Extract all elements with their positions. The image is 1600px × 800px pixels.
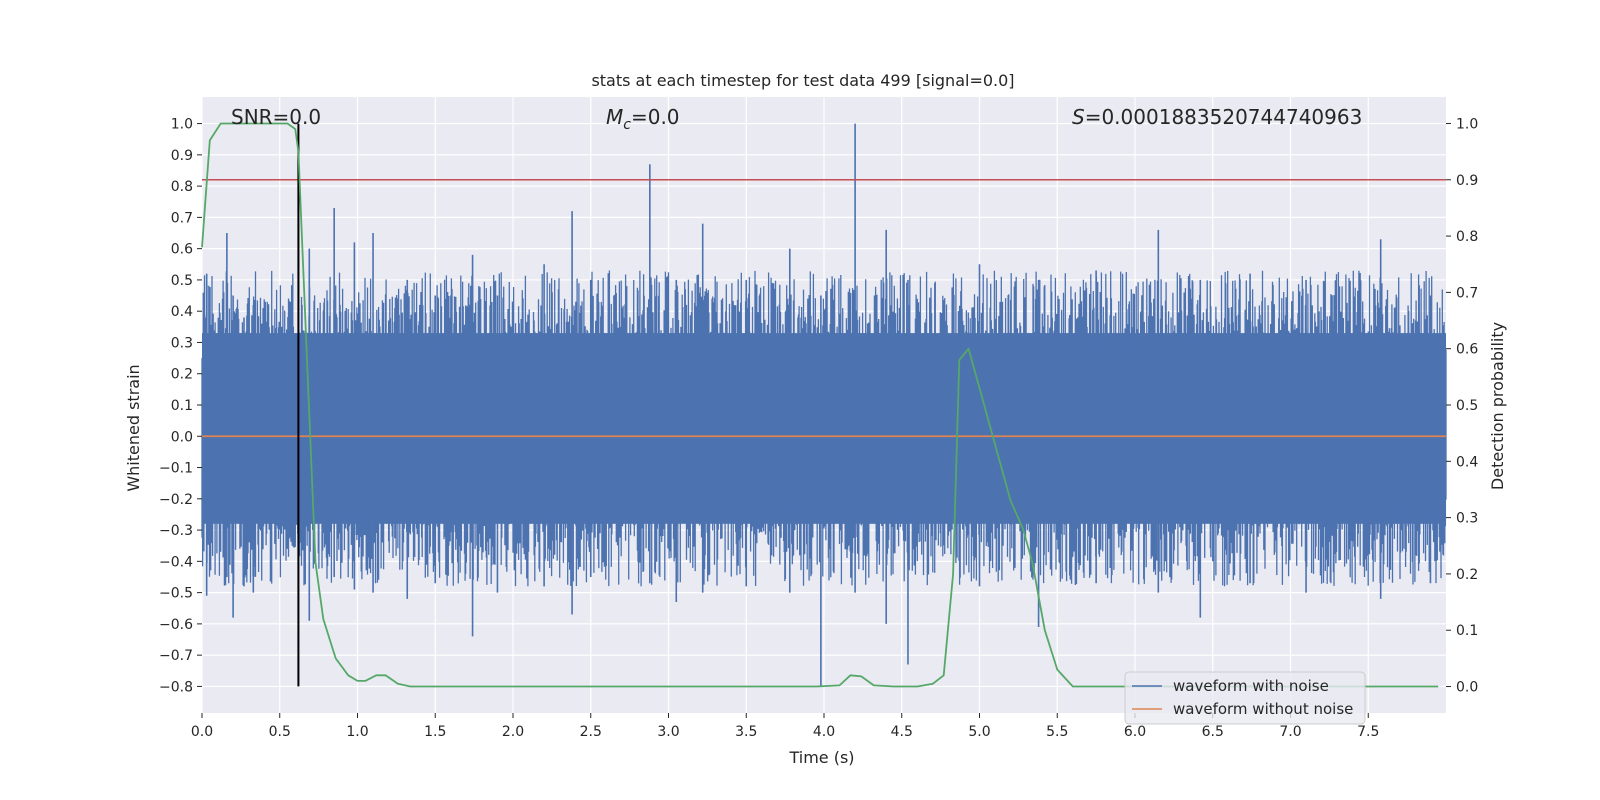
chart-title: stats at each timestep for test data 499… xyxy=(591,71,1014,90)
y-left-tick-label: 0.6 xyxy=(171,242,193,258)
y-left-tick-label: −0.6 xyxy=(159,617,193,633)
x-tick-label: 7.5 xyxy=(1357,724,1379,740)
y-left-tick-label: 0.5 xyxy=(171,273,193,289)
detection-probability-curve xyxy=(201,122,1439,688)
y-right-tick-label: 0.5 xyxy=(1456,398,1478,414)
y-right-tick-label: 0.4 xyxy=(1456,454,1478,470)
legend-box xyxy=(1124,671,1366,725)
y-right-tick-label: 0.2 xyxy=(1456,567,1478,583)
x-tick-label: 4.0 xyxy=(813,724,835,740)
axes: 0.0 0.5 1.0 1.5 2.0 2.5 3.0 3.5 4.0 4.5 5.0 5.5 6.0 6… xyxy=(159,116,1478,740)
y-left-tick-label: 0.1 xyxy=(171,398,193,414)
x-tick-label: 5.0 xyxy=(968,724,990,740)
x-tick-label: 3.0 xyxy=(657,724,679,740)
legend-label-clean: waveform without noise xyxy=(1173,700,1353,718)
y-right-tick-label: 0.3 xyxy=(1456,511,1478,527)
x-tick-label: 7.0 xyxy=(1279,724,1301,740)
y-right-tick-label: 0.6 xyxy=(1456,342,1478,358)
x-tick-label: 0.0 xyxy=(191,724,213,740)
y-left-tick-label: 0.7 xyxy=(171,210,193,226)
y-left-tick-label: −0.1 xyxy=(159,461,193,477)
snr-annotation: SNR=0.0 xyxy=(231,105,321,129)
x-tick-label: 4.5 xyxy=(891,724,913,740)
y-right-tick-label: 0.8 xyxy=(1456,229,1478,245)
s-value: =0.0001883520744740963 xyxy=(1085,105,1363,129)
x-axis-label: Time (s) xyxy=(788,748,854,767)
x-tick-label: 1.0 xyxy=(346,724,368,740)
x-tick-label: 6.0 xyxy=(1124,724,1146,740)
x-tick-label: 5.5 xyxy=(1046,724,1068,740)
y-left-tick-label: −0.7 xyxy=(159,648,193,664)
x-tick-label: 3.5 xyxy=(735,724,757,740)
probability-line xyxy=(201,122,1439,688)
y-right-tick-label: 0.9 xyxy=(1456,173,1478,189)
mc-subscript: c xyxy=(623,117,631,133)
x-tick-label: 2.0 xyxy=(502,724,524,740)
mc-symbol: M xyxy=(606,105,623,129)
x-tick-label: 2.5 xyxy=(580,724,602,740)
y-left-tick-label: −0.2 xyxy=(159,492,193,508)
y-left-tick-label: 0.9 xyxy=(171,148,193,164)
y-left-tick-label: −0.4 xyxy=(159,554,193,570)
x-tick-label: 6.5 xyxy=(1202,724,1224,740)
s-symbol: S xyxy=(1072,105,1085,129)
y-left-tick-label: −0.3 xyxy=(159,523,193,539)
y-left-tick-label: 0.3 xyxy=(171,335,193,351)
legend-label-noisy: waveform with noise xyxy=(1173,677,1329,695)
y-right-tick-label: 0.7 xyxy=(1456,285,1478,301)
y-left-tick-label: 0.8 xyxy=(171,179,193,195)
y-right-tick-label: 0.1 xyxy=(1456,623,1478,639)
y-axis-right-label: Detection probability xyxy=(1488,322,1507,490)
y-left-tick-label: 1.0 xyxy=(171,117,193,133)
s-annotation: S=0.0001883520744740963 xyxy=(1072,105,1362,129)
x-tick-label: 1.5 xyxy=(424,724,446,740)
y-left-tick-label: 0.0 xyxy=(171,429,193,445)
mc-value: =0.0 xyxy=(631,105,680,129)
chirp-mass-annotation: Mc=0.0 xyxy=(606,105,680,133)
y-right-tick-label: 1.0 xyxy=(1456,116,1478,132)
y-left-tick-label: 0.4 xyxy=(171,304,193,320)
noise-trace xyxy=(201,270,1447,587)
x-tick-label: 0.5 xyxy=(269,724,291,740)
y-axis-left-label: Whitened strain xyxy=(124,364,143,491)
y-left-tick-label: 0.2 xyxy=(171,367,193,383)
y-left-tick-label: −0.8 xyxy=(159,679,193,695)
legend: waveform with noise waveform without noi… xyxy=(1124,671,1366,725)
y-right-tick-label: 0.0 xyxy=(1456,680,1478,696)
y-left-tick-label: −0.5 xyxy=(159,586,193,602)
